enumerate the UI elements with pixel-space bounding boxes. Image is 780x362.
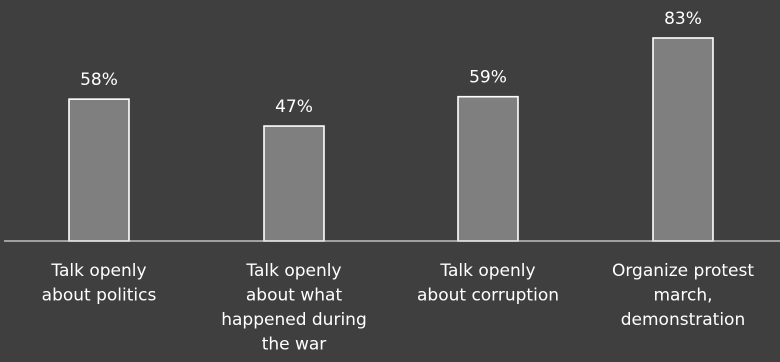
data-label-1: 58% xyxy=(80,70,118,90)
category-labels-layer: Talk openly about politics Talk openly abou… xyxy=(42,261,755,355)
category-label-line: march, xyxy=(653,286,712,306)
bar-2 xyxy=(263,125,325,242)
category-label-line: about corruption xyxy=(417,286,559,306)
bars-layer xyxy=(68,37,714,242)
category-label-line: about politics xyxy=(42,286,157,306)
data-labels-layer: 58% 47% 59% 83% xyxy=(80,9,702,117)
category-label-line: Organize protest xyxy=(612,261,754,281)
category-label-line: Talk openly xyxy=(439,261,535,281)
category-label-3: Talk openly about corruption xyxy=(417,261,559,306)
category-label-line: happened during xyxy=(221,310,367,330)
category-label-2: Talk openly about what happened during the … xyxy=(221,261,367,355)
category-label-line: Talk openly xyxy=(50,261,146,281)
bar-4 xyxy=(652,37,714,242)
data-label-4: 83% xyxy=(664,9,702,29)
category-label-line: the war xyxy=(262,335,327,355)
data-label-3: 59% xyxy=(469,68,507,88)
category-label-line: Talk openly xyxy=(245,261,341,281)
category-label-1: Talk openly about politics xyxy=(42,261,157,306)
bar-3 xyxy=(457,95,519,242)
category-label-4: Organize protest march, demonstration xyxy=(612,261,754,330)
category-label-line: about what xyxy=(246,286,343,306)
data-label-2: 47% xyxy=(275,97,313,117)
category-label-line: demonstration xyxy=(621,310,745,330)
bar-1 xyxy=(68,98,130,242)
